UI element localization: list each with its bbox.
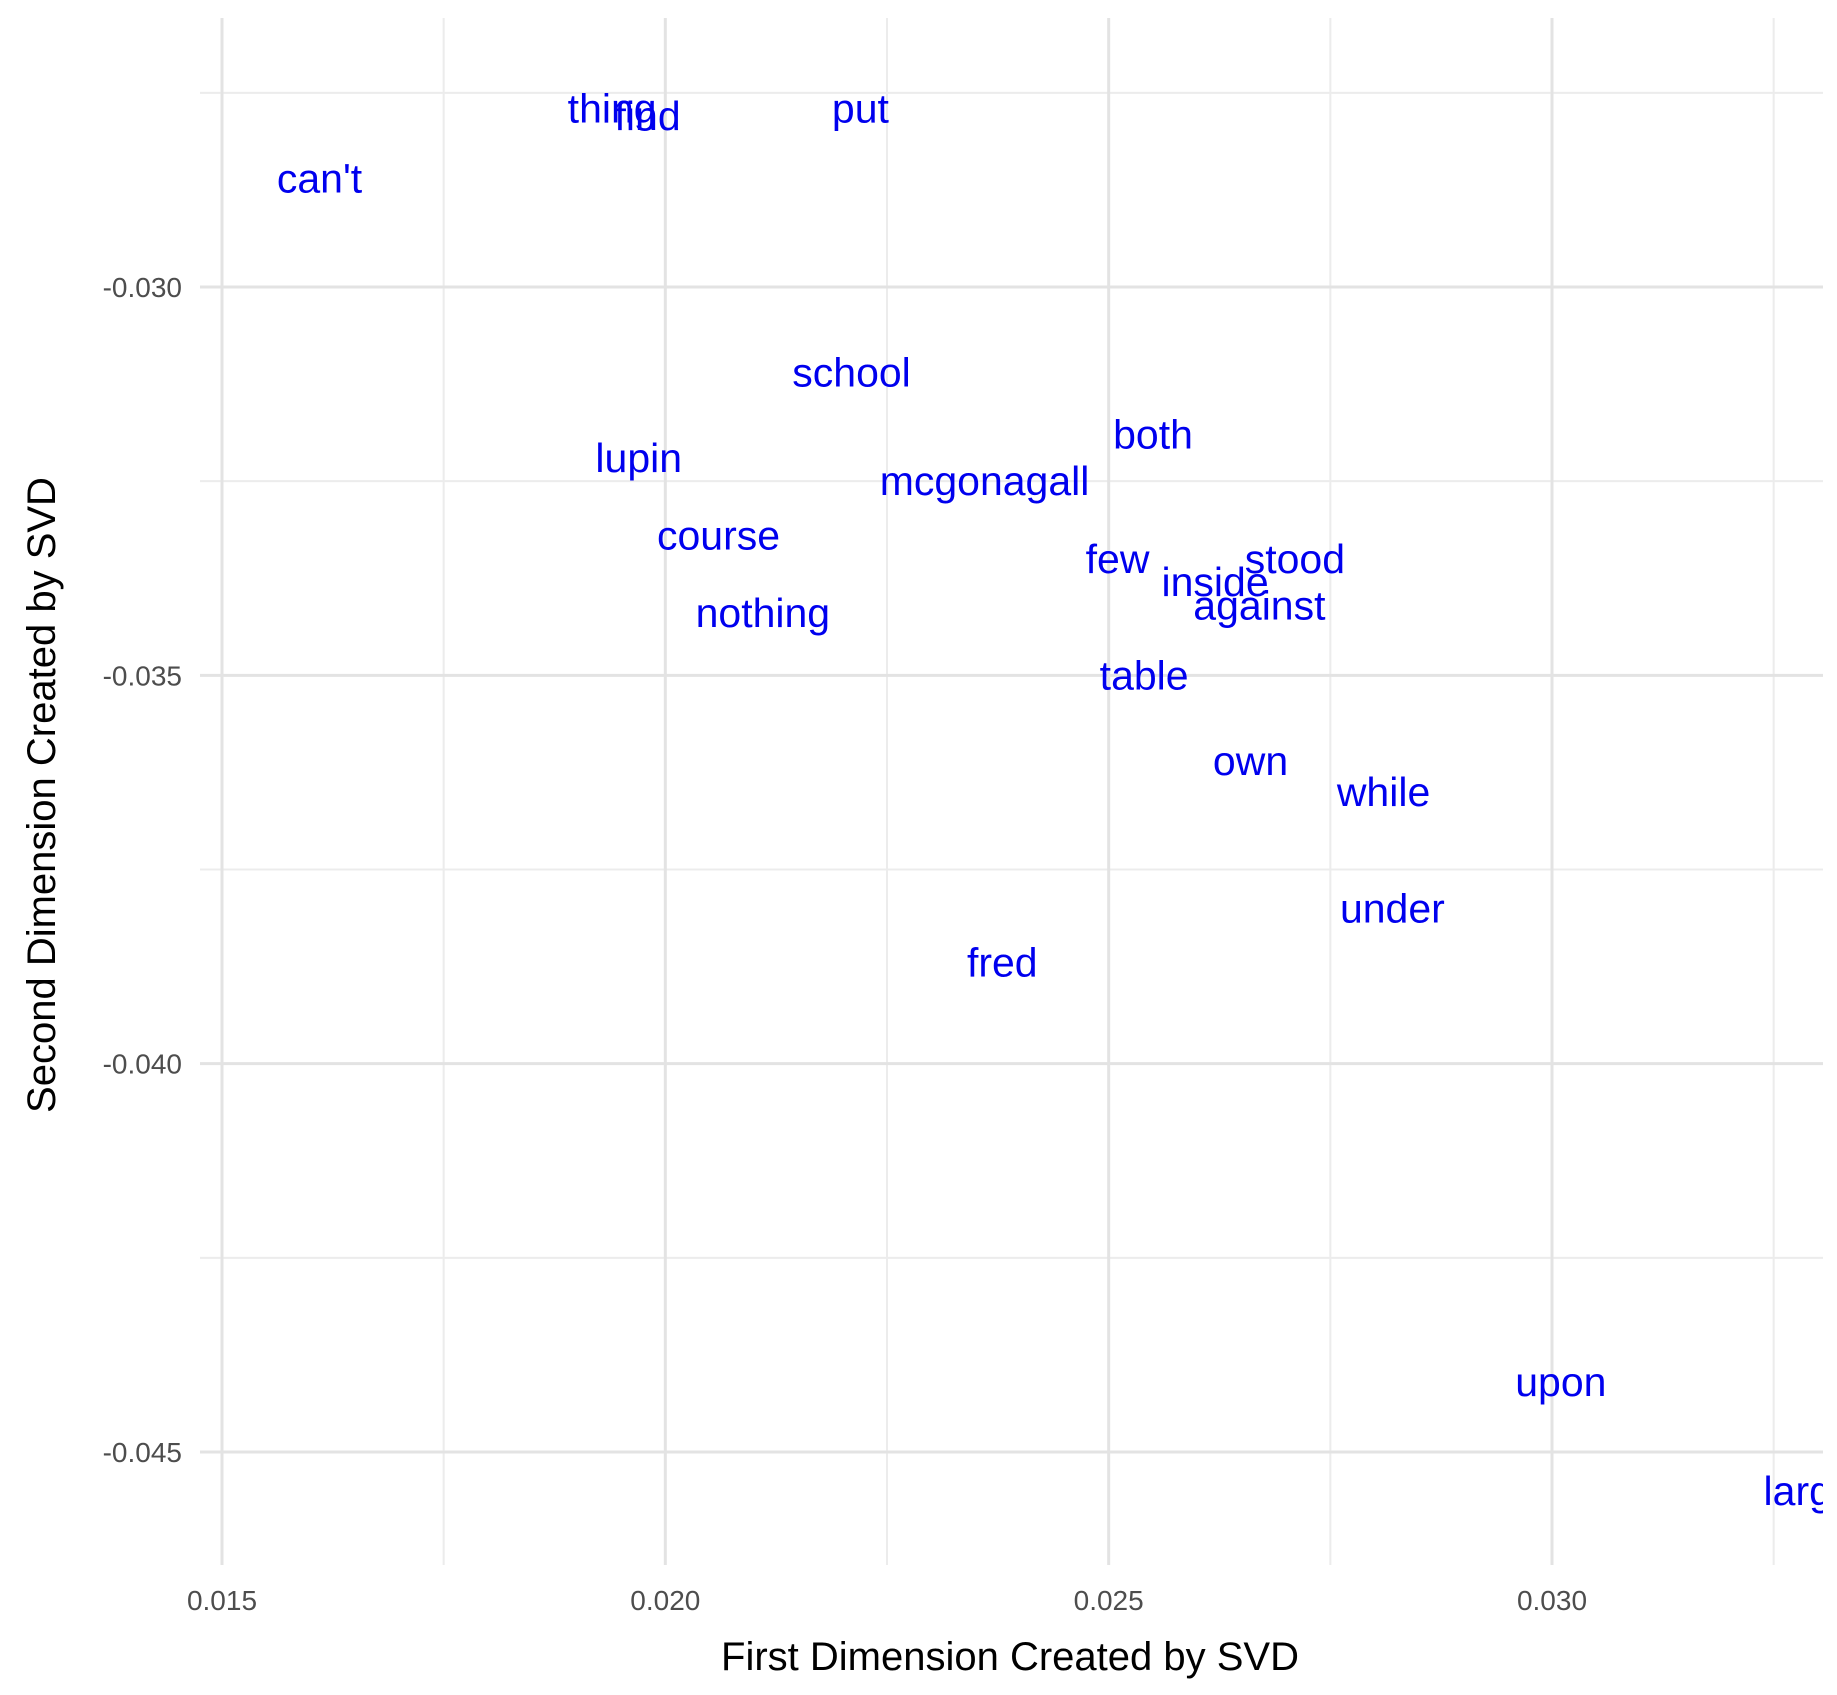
word-label-few: few xyxy=(1086,536,1150,582)
word-label-while: while xyxy=(1336,769,1430,815)
word-label-inside: inside xyxy=(1162,559,1269,605)
word-label-lupin: lupin xyxy=(595,435,682,481)
word-label-both: both xyxy=(1113,412,1193,458)
y-axis-title: Second Dimension Created by SVD xyxy=(20,477,64,1113)
grid-lines xyxy=(200,18,1823,1565)
word-label-mcgonagall: mcgonagall xyxy=(880,458,1090,504)
word-label-find: find xyxy=(615,93,681,139)
word-label-nothing: nothing xyxy=(696,590,831,636)
word-label-stood: stood xyxy=(1245,536,1345,582)
x-tick-label: 0.025 xyxy=(1074,1585,1144,1616)
x-axis-title: First Dimension Created by SVD xyxy=(721,1635,1299,1679)
word-label-under: under xyxy=(1340,885,1445,931)
y-tick-label: -0.030 xyxy=(103,272,182,303)
word-label-put: put xyxy=(832,85,890,131)
x-tick-label: 0.020 xyxy=(630,1585,700,1616)
x-tick-label: 0.015 xyxy=(187,1585,257,1616)
word-label-upon: upon xyxy=(1515,1359,1606,1405)
word-label-school: school xyxy=(792,349,911,395)
word-label-cant: can't xyxy=(277,155,363,201)
word-label-large: large xyxy=(1764,1468,1837,1514)
y-axis-ticks: -0.030 -0.035 -0.040 -0.045 xyxy=(103,272,182,1468)
x-axis-ticks: 0.015 0.020 0.025 0.030 xyxy=(187,1585,1587,1616)
word-label-table: table xyxy=(1100,652,1189,698)
word-label-fred: fred xyxy=(967,940,1038,986)
y-tick-label: -0.035 xyxy=(103,660,182,691)
y-tick-label: -0.040 xyxy=(103,1049,182,1080)
y-tick-label: -0.045 xyxy=(103,1437,182,1468)
word-label-against: against xyxy=(1193,582,1326,628)
word-label-own: own xyxy=(1213,738,1288,784)
x-tick-label: 0.030 xyxy=(1517,1585,1587,1616)
word-label-course: course xyxy=(657,513,780,559)
word-label-thing: thing xyxy=(568,85,657,131)
